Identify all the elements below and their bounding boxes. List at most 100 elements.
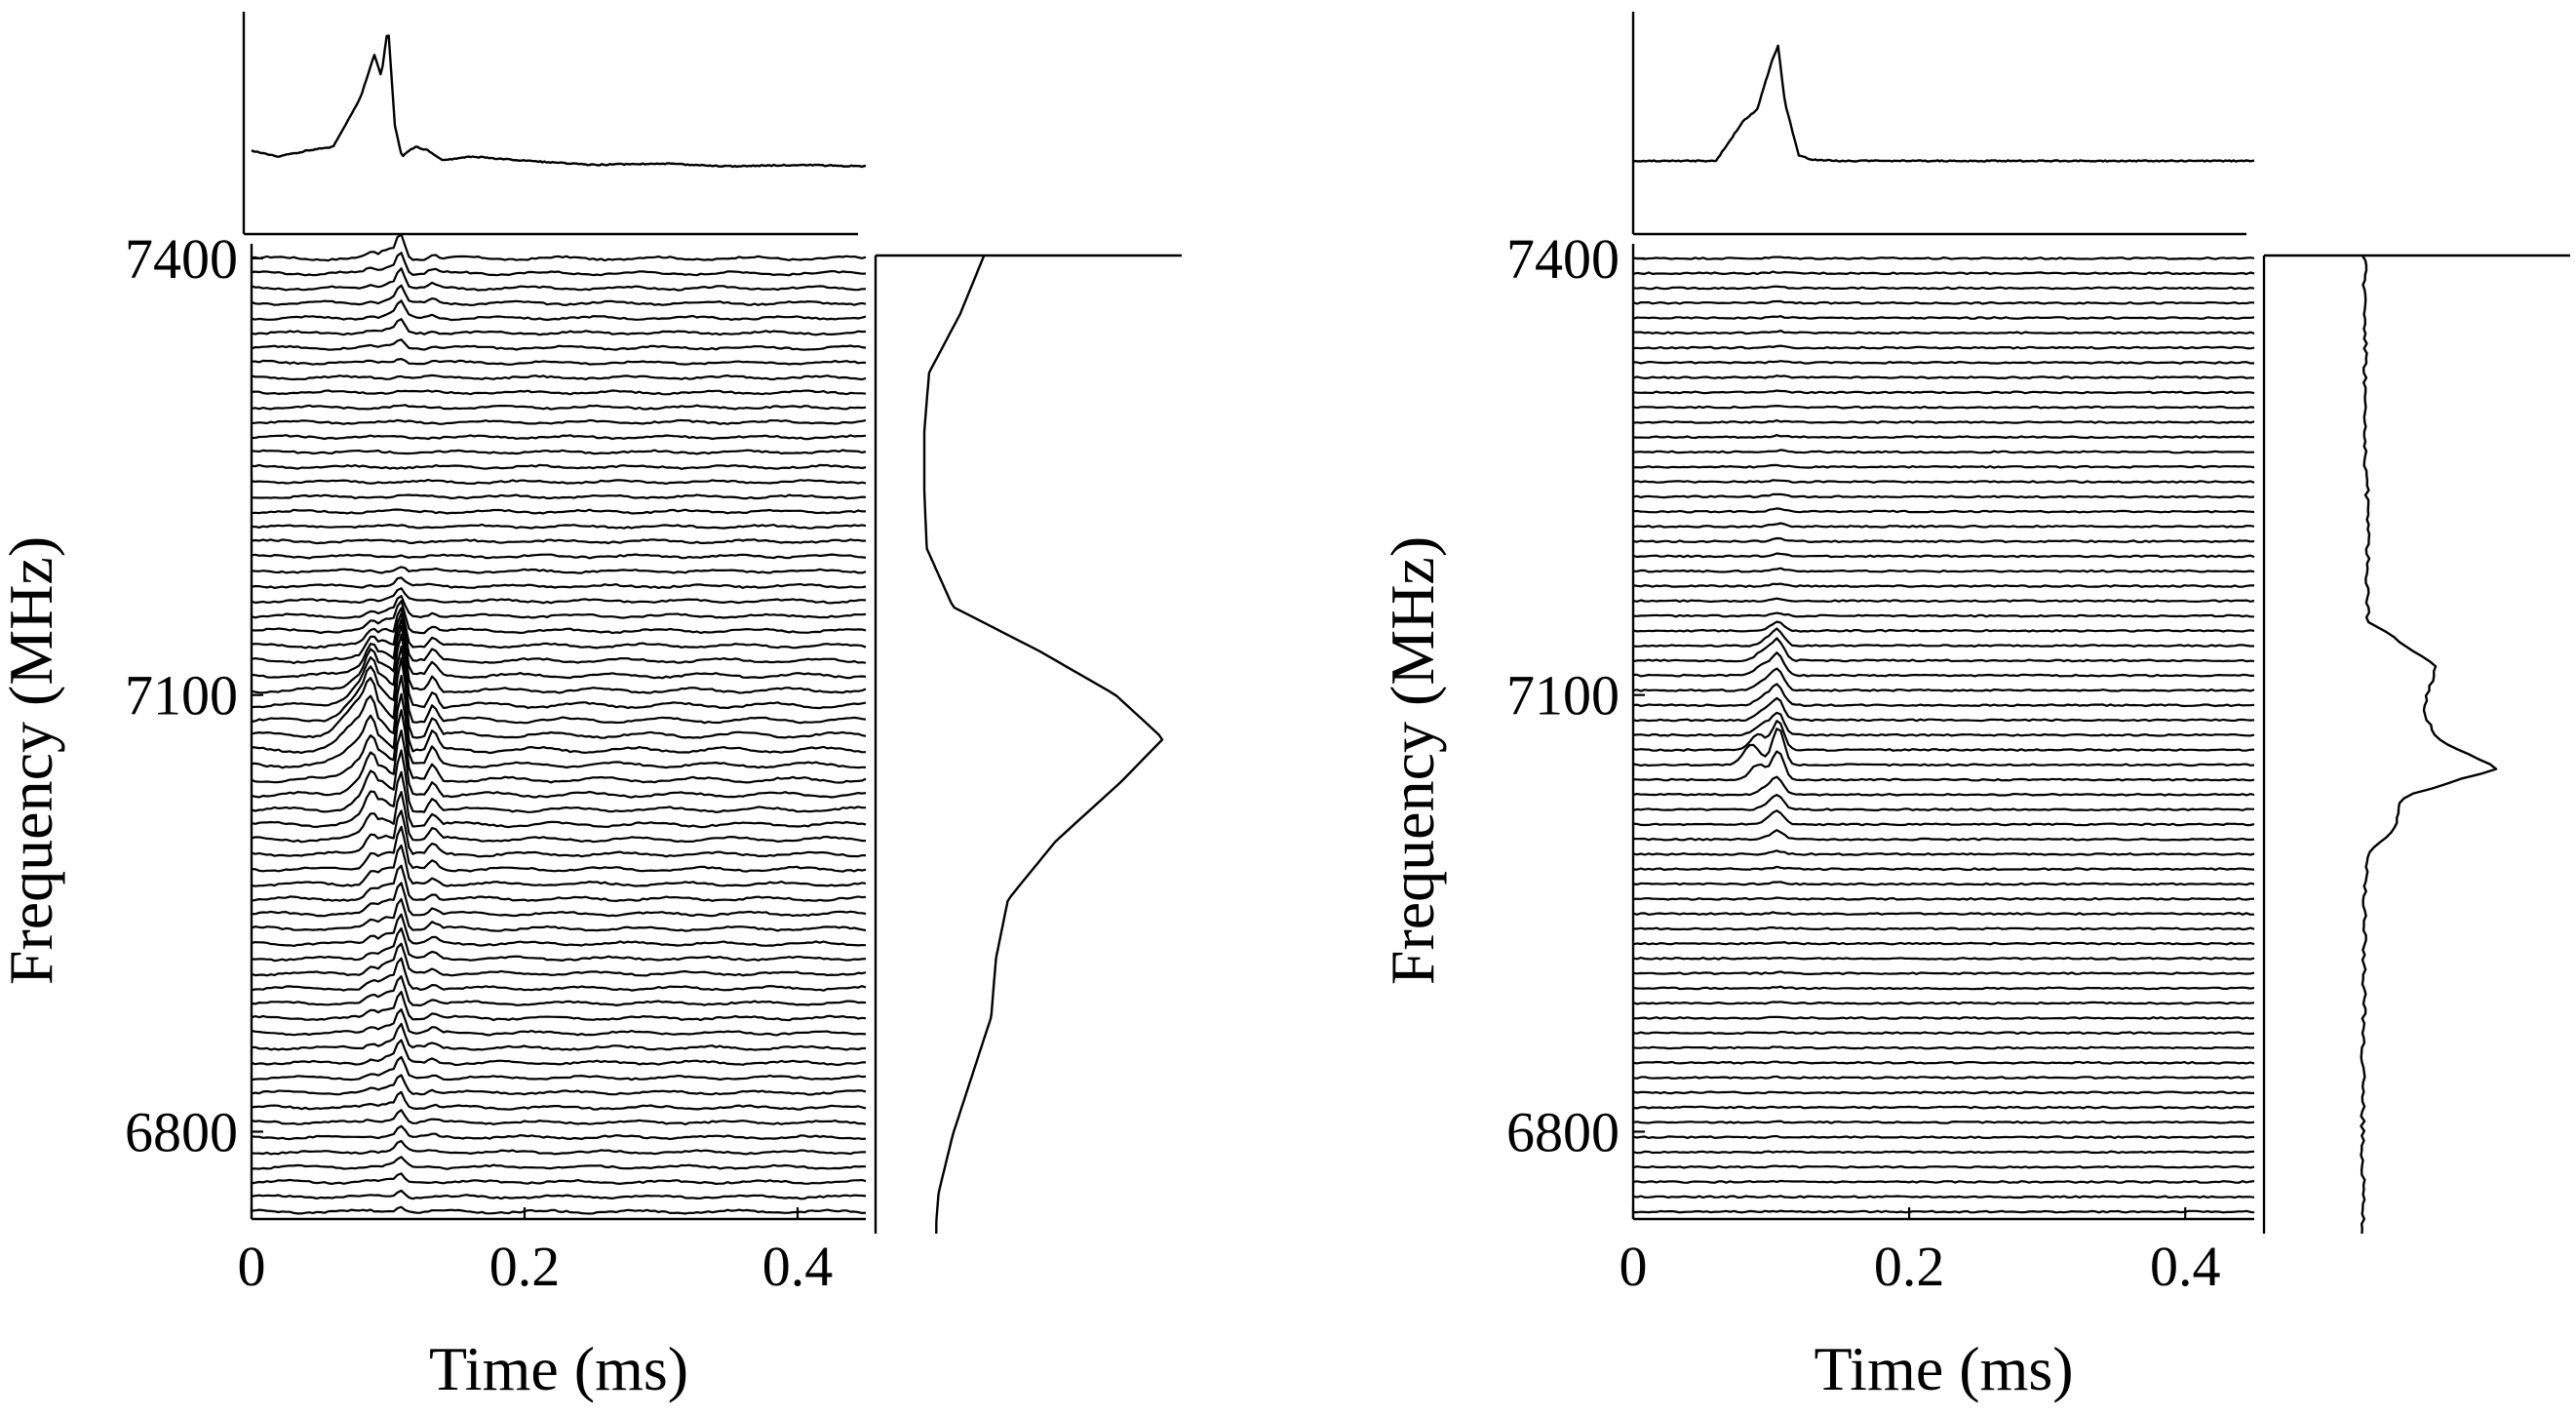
x-axis-title: Time (ms) (1814, 1334, 2073, 1403)
waterfall-trace (1632, 507, 2255, 514)
y-tick-label: 6800 (125, 1100, 238, 1163)
waterfall-trace (1632, 479, 2255, 484)
frequency-profile-line (922, 255, 1164, 1234)
waterfall-trace (1632, 941, 2255, 946)
waterfall-trace (1632, 627, 2254, 648)
waterfall-trace (251, 338, 867, 351)
waterfall-trace (1632, 1150, 2255, 1155)
waterfall-trace (251, 595, 867, 619)
waterfall-trace (251, 358, 867, 366)
waterfall-trace (251, 656, 867, 739)
y-tick-label: 7100 (125, 664, 238, 728)
left-panel: 6800 7100 7400 0 0.2 0.4 Time (ms) Frequency (M… (0, 12, 1182, 1403)
waterfall-trace (251, 825, 867, 873)
waterfall-trace (251, 1039, 866, 1067)
waterfall-trace (1632, 552, 2255, 559)
time-profile-line (1632, 44, 2255, 163)
waterfall-trace (1632, 1075, 2255, 1080)
waterfall-trace (251, 404, 867, 411)
waterfall-trace (251, 434, 867, 441)
waterfall-trace (1632, 829, 2255, 842)
waterfall-trace (1632, 970, 2255, 975)
waterfall-trace (1632, 419, 2255, 424)
waterfall-trace (1632, 1134, 2255, 1140)
waterfall-trace (251, 646, 867, 725)
waterfall-trace (1632, 270, 2255, 276)
waterfall-trace (1632, 911, 2255, 916)
waterfall-trace (251, 1205, 867, 1215)
waterfall-trace (251, 1139, 867, 1156)
waterfall-trace (1633, 651, 2254, 678)
waterfall-trace (1632, 522, 2255, 529)
waterfall-trace (1632, 849, 2255, 856)
y-tick-label: 7100 (1506, 664, 1620, 728)
waterfall-trace (1632, 611, 2254, 618)
waterfall-trace (251, 576, 867, 589)
waterfall-trace (1632, 330, 2255, 335)
waterfall-trace (1633, 1209, 2255, 1214)
waterfall-trace (1632, 985, 2255, 991)
waterfall-trace (251, 913, 867, 947)
waterfall-trace (1632, 1060, 2255, 1065)
waterfall-trace (251, 991, 867, 1022)
y-tick-label: 6800 (1506, 1100, 1620, 1163)
waterfall-trace (251, 523, 867, 530)
waterfall-trace (251, 508, 866, 515)
waterfall-trace (251, 1074, 867, 1096)
waterfall-trace (1632, 667, 2255, 692)
waterfall-trace (251, 374, 867, 381)
x-tick-label: 0.4 (762, 1235, 834, 1298)
waterfall-trace (251, 318, 867, 336)
waterfall-trace (1632, 389, 2255, 395)
waterfall-trace (1632, 1031, 2255, 1036)
waterfall-trace (1632, 434, 2255, 440)
waterfall-trace (1632, 597, 2255, 604)
waterfall-trace (251, 942, 867, 977)
waterfall-trace (1632, 696, 2255, 723)
y-tick-label: 7400 (1506, 227, 1620, 291)
waterfall-trace (1632, 492, 2255, 499)
waterfall-trace (251, 809, 866, 858)
waterfall-trace (1632, 711, 2255, 737)
waterfall-trace (1632, 536, 2255, 543)
y-tick-label: 7400 (125, 227, 238, 291)
x-axis-title: Time (ms) (429, 1334, 688, 1403)
waterfall-trace (1632, 256, 2255, 260)
waterfall-trace (251, 692, 866, 769)
waterfall-trace (251, 1055, 867, 1082)
x-tick-label: 0 (238, 1235, 266, 1298)
waterfall-trace (1632, 285, 2255, 291)
waterfall-trace (1632, 637, 2255, 663)
waterfall-trace (251, 618, 867, 680)
waterfall-trace (251, 1156, 867, 1170)
waterfall-trace (251, 566, 867, 574)
waterfall-trace (251, 633, 867, 710)
waterfall-trace (251, 418, 867, 425)
waterfall-trace (1632, 1090, 2254, 1095)
waterfall-trace (251, 844, 867, 887)
x-tick-label: 0.2 (1874, 1235, 1945, 1298)
waterfall-trace (251, 957, 867, 992)
waterfall-trace (252, 882, 867, 918)
waterfall-trace (251, 709, 867, 784)
waterfall-trace (1632, 1105, 2254, 1110)
waterfall-trace (1632, 957, 2255, 961)
waterfall-trace (1633, 865, 2255, 872)
waterfall-trace (1632, 344, 2255, 350)
waterfall-trace (251, 926, 867, 963)
waterfall-trace (251, 267, 866, 292)
waterfall-trace (251, 284, 867, 306)
waterfall-trace (1632, 1120, 2255, 1124)
waterfall-trace (251, 1189, 867, 1200)
waterfall-trace (251, 975, 867, 1007)
waterfall-trace (251, 587, 867, 605)
waterfall-trace (1632, 881, 2255, 886)
waterfall-trace (251, 1172, 867, 1186)
y-axis-title: Frequency (MHz) (0, 536, 65, 985)
waterfall-trace (251, 1090, 867, 1111)
waterfall-trace (251, 898, 867, 932)
waterfall-trace (1632, 374, 2255, 379)
waterfall-trace (1632, 582, 2254, 588)
waterfall-trace (251, 1124, 867, 1141)
